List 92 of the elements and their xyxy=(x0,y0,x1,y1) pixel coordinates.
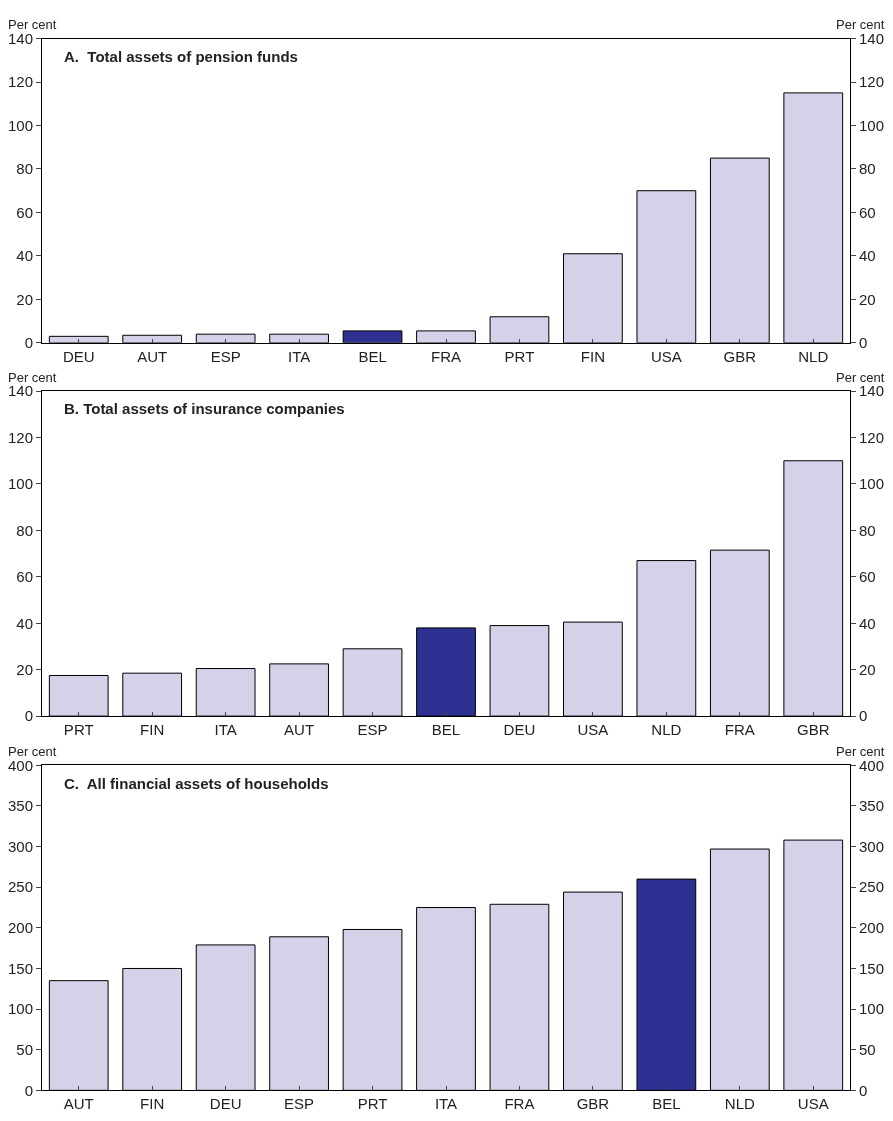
y2-tick-label: 400 xyxy=(859,756,885,774)
x-tick-label: PRT xyxy=(63,721,94,739)
x-tick-label: AUT xyxy=(137,347,168,365)
x-tick-label: AUT xyxy=(284,721,315,739)
x-tick-label: GBR xyxy=(723,347,757,365)
x-tick-label: NLD xyxy=(651,721,682,739)
y2-tick-label: 60 xyxy=(859,568,876,586)
x-tick-label: DEU xyxy=(62,347,95,365)
x-tick-label: ESP xyxy=(284,1095,315,1113)
y2-tick-label: 40 xyxy=(859,614,876,632)
y2-axis-title: Per cent xyxy=(836,370,885,385)
x-tick-label: FIN xyxy=(580,347,605,365)
x-tick-label: PRT xyxy=(357,1095,388,1113)
y-tick-label: 50 xyxy=(16,1040,33,1058)
y-tick-label: 60 xyxy=(16,203,33,221)
y2-tick-label: 100 xyxy=(859,1000,885,1018)
y2-tick-label: 140 xyxy=(859,382,885,400)
x-tick-label: NLD xyxy=(724,1095,755,1113)
y-tick-label: 100 xyxy=(7,475,33,493)
y2-tick-label: 60 xyxy=(859,203,876,221)
y-tick-label: 120 xyxy=(7,428,33,446)
y-tick-label: 140 xyxy=(7,382,33,400)
y2-tick-label: 80 xyxy=(859,521,876,539)
x-tick-label: FRA xyxy=(504,1095,535,1113)
x-tick-label: PRT xyxy=(504,347,535,365)
y2-tick-label: 300 xyxy=(859,837,885,855)
y-tick-label: 100 xyxy=(7,116,33,134)
y-tick-label: 100 xyxy=(7,1000,33,1018)
y2-axis-title: Per cent xyxy=(836,744,885,759)
x-tick-label: DEU xyxy=(503,721,536,739)
y-tick-label: 400 xyxy=(7,756,33,774)
x-tick-label: BEL xyxy=(431,721,461,739)
y-tick-label: 40 xyxy=(16,614,33,632)
x-tick-label: GBR xyxy=(797,721,830,739)
y-tick-label: 300 xyxy=(7,837,33,855)
x-tick-label: DEU xyxy=(209,1095,242,1113)
x-tick-label: USA xyxy=(577,721,609,739)
y-tick-label: 60 xyxy=(16,568,33,586)
y-axis-title: Per cent xyxy=(8,370,57,385)
y2-tick-label: 350 xyxy=(859,797,885,815)
x-tick-label: GBR xyxy=(576,1095,610,1113)
x-tick-label: FRA xyxy=(724,721,755,739)
y2-tick-label: 20 xyxy=(859,660,876,678)
x-tick-label: USA xyxy=(797,1095,829,1113)
y-tick-label: 0 xyxy=(24,1081,33,1099)
y2-tick-label: 150 xyxy=(859,959,885,977)
y2-tick-label: 80 xyxy=(859,160,876,178)
x-tick-label: ITA xyxy=(214,721,237,739)
y2-tick-label: 20 xyxy=(859,290,876,308)
y2-tick-label: 50 xyxy=(859,1040,876,1058)
y-tick-label: 140 xyxy=(7,29,33,47)
y-tick-label: 80 xyxy=(16,160,33,178)
y2-tick-label: 140 xyxy=(859,29,885,47)
y-tick-label: 0 xyxy=(24,334,33,352)
x-tick-label: ITA xyxy=(287,347,311,365)
x-tick-label: ESP xyxy=(357,721,388,739)
x-tick-label: BEL xyxy=(358,347,387,365)
y-tick-label: 20 xyxy=(16,660,33,678)
x-tick-label: ITA xyxy=(434,1095,458,1113)
y2-tick-label: 0 xyxy=(859,334,868,352)
text: A. Total assets of pension funds xyxy=(64,48,298,65)
x-tick-label: AUT xyxy=(63,1095,94,1113)
x-tick-label: NLD xyxy=(798,347,829,365)
y-tick-label: 20 xyxy=(16,290,33,308)
y-tick-label: 250 xyxy=(7,878,33,896)
y2-tick-label: 250 xyxy=(859,878,885,896)
y2-tick-label: 120 xyxy=(859,73,885,91)
y-tick-label: 40 xyxy=(16,247,33,265)
x-tick-label: FIN xyxy=(140,1095,165,1113)
y-tick-label: 80 xyxy=(16,521,33,539)
y2-tick-label: 100 xyxy=(859,475,885,493)
x-tick-label: FIN xyxy=(140,721,165,739)
y2-tick-label: 100 xyxy=(859,116,885,134)
y-tick-label: 350 xyxy=(7,797,33,815)
y2-tick-label: 40 xyxy=(859,247,876,265)
x-tick-label: ESP xyxy=(210,347,241,365)
y-tick-label: 200 xyxy=(7,919,33,937)
y2-axis-title: Per cent xyxy=(836,17,885,32)
text: C. All financial assets of households xyxy=(64,775,329,792)
y-tick-label: 150 xyxy=(7,959,33,977)
y-axis-title: Per cent xyxy=(8,17,57,32)
y2-tick-label: 200 xyxy=(859,919,885,937)
x-tick-label: USA xyxy=(650,347,682,365)
y2-tick-label: 120 xyxy=(859,428,885,446)
y-tick-label: 120 xyxy=(7,73,33,91)
y-axis-title: Per cent xyxy=(8,744,57,759)
text: B. Total assets of insurance companies xyxy=(64,400,345,417)
y2-tick-label: 0 xyxy=(859,1081,868,1099)
y-tick-label: 0 xyxy=(24,707,33,725)
x-tick-label: BEL xyxy=(652,1095,681,1113)
x-tick-label: FRA xyxy=(431,347,461,365)
y2-tick-label: 0 xyxy=(859,707,868,725)
